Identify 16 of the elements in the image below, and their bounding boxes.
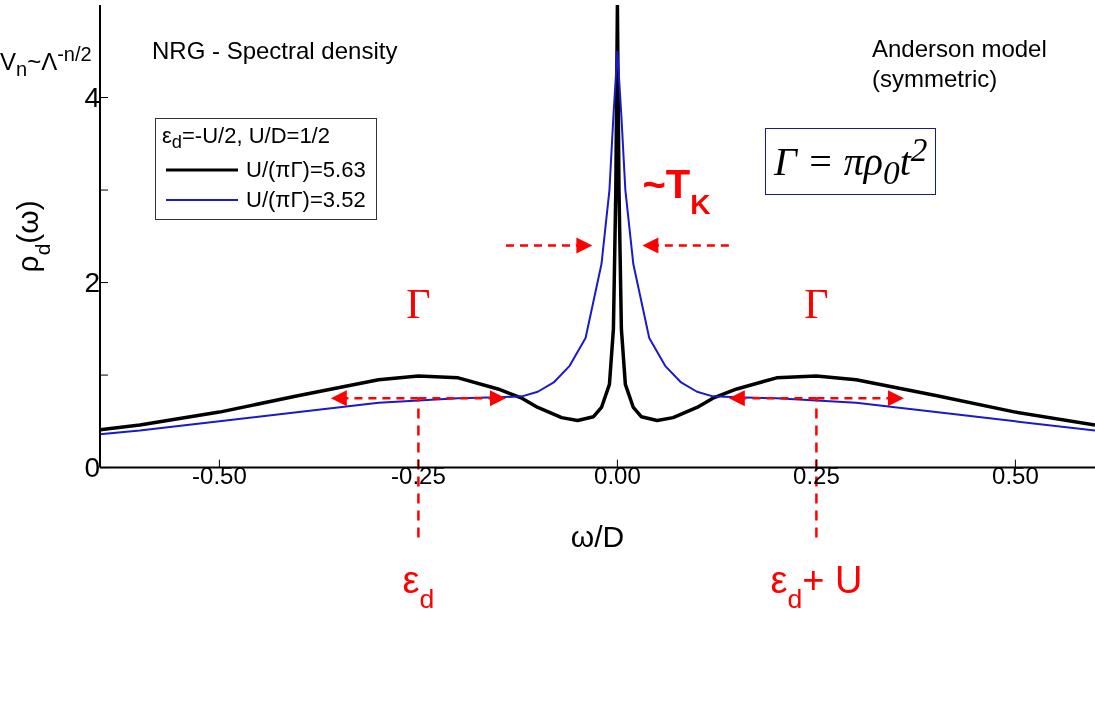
ref-line-label: ε$_{d}$ bbox=[402, 558, 435, 614]
annotation: NRG - Spectral density bbox=[152, 36, 398, 66]
annotation: Anderson model (symmetric) bbox=[872, 34, 1047, 94]
annotation: Γ bbox=[804, 281, 829, 328]
ref-line-label: ε$_{d}$+ U bbox=[770, 558, 863, 614]
text: V$_{n}$~Λ$^{-n/2}$ bbox=[0, 42, 92, 82]
x-axis-title: ω/D bbox=[570, 519, 625, 553]
legend-label: U/(πΓ)=5.63 bbox=[246, 157, 366, 184]
annotation: Γ = πρ$_{0}$t$^{2}$ bbox=[765, 128, 937, 195]
y-tick-label: 0 bbox=[84, 452, 100, 484]
legend-label: U/(πΓ)=3.52 bbox=[246, 187, 366, 214]
annotation: ~T$_{K}$ bbox=[642, 161, 711, 220]
y-tick-label: 4 bbox=[84, 82, 100, 114]
annotation: Γ bbox=[406, 281, 431, 328]
y-tick-label: 2 bbox=[84, 267, 100, 299]
legend-title: ε$_{d}$=-U/2, U/D=1/2 bbox=[162, 123, 331, 154]
